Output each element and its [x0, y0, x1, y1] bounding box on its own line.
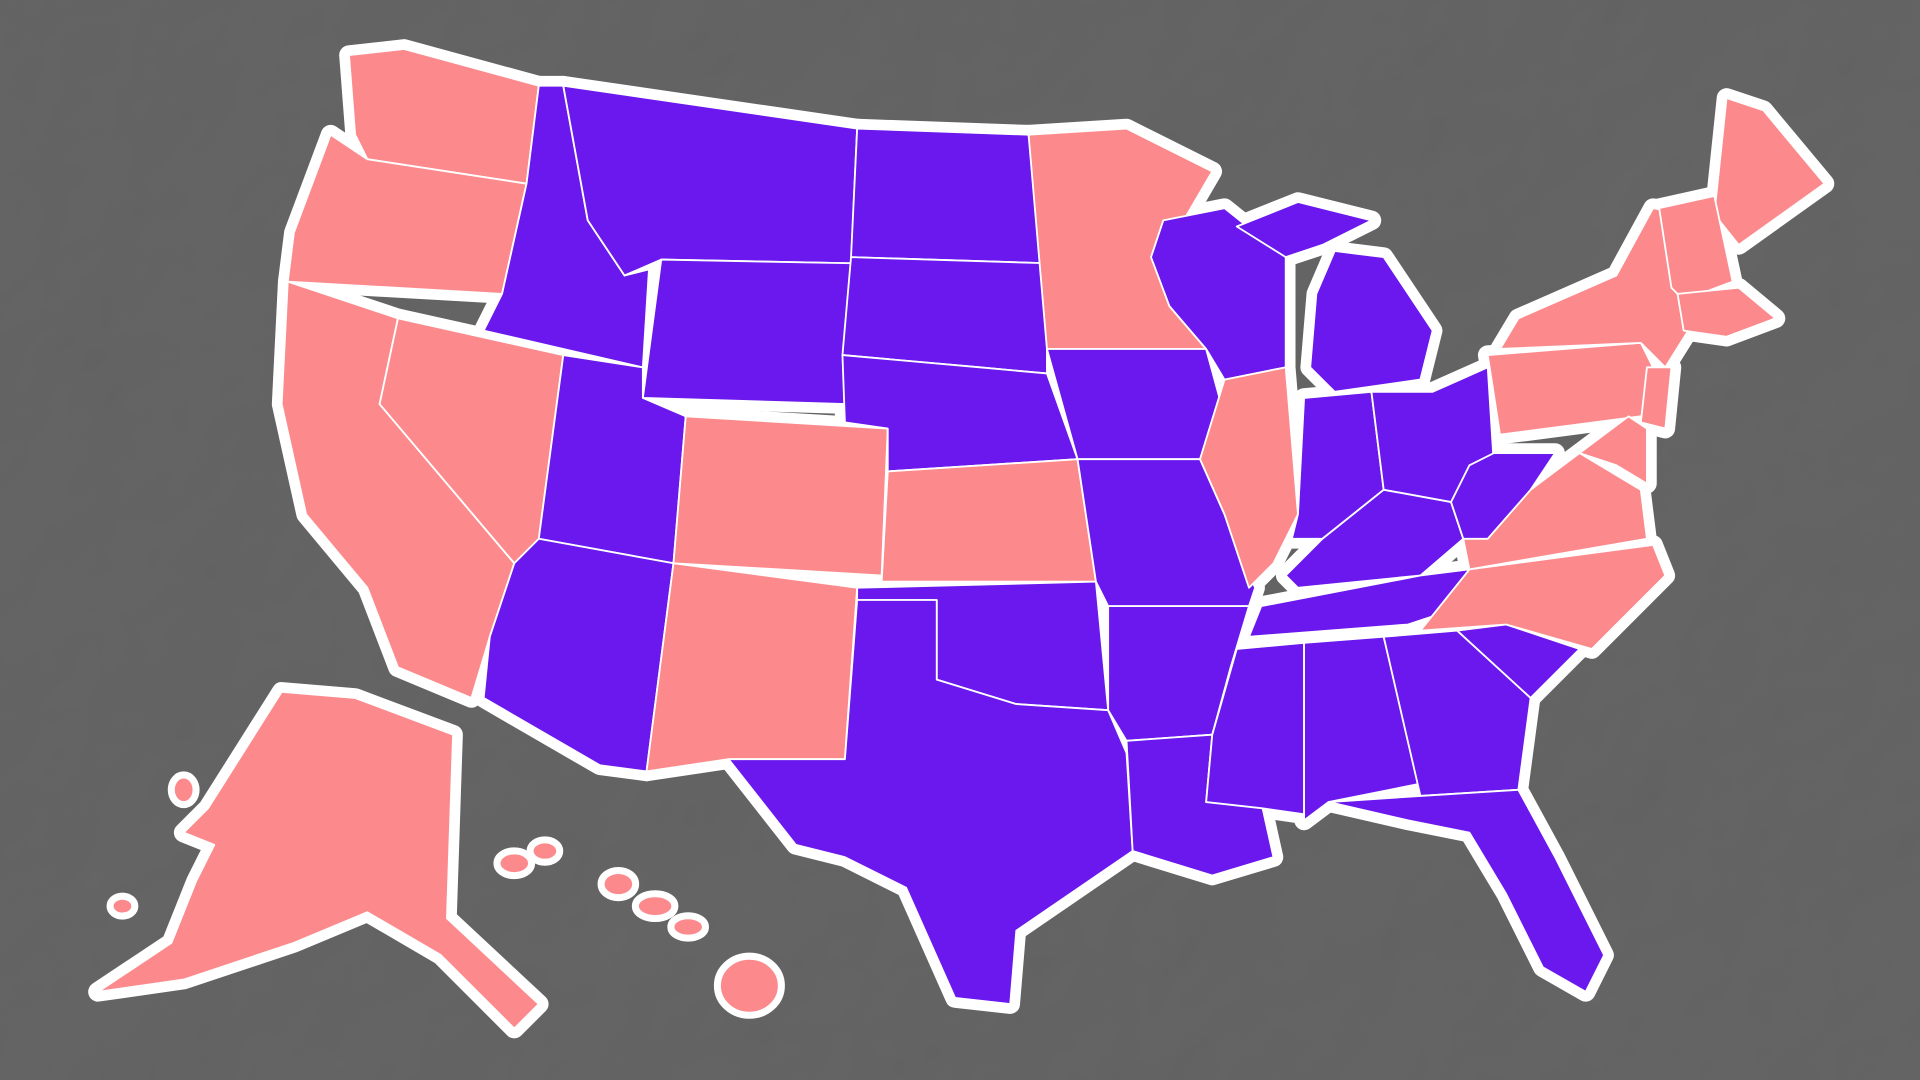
island	[602, 872, 634, 897]
state	[1199, 366, 1299, 589]
island	[498, 852, 530, 874]
state	[1046, 348, 1226, 461]
state	[1382, 629, 1532, 797]
state	[1327, 788, 1605, 993]
island	[111, 897, 134, 915]
state	[880, 458, 1097, 583]
state	[1639, 366, 1673, 430]
state	[645, 562, 859, 773]
state	[1309, 250, 1434, 393]
state	[841, 256, 1048, 375]
state	[1713, 97, 1826, 246]
state	[1235, 201, 1373, 259]
state	[850, 127, 1048, 265]
island	[172, 776, 195, 803]
state	[672, 415, 889, 577]
state	[641, 258, 852, 405]
states	[97, 48, 1826, 1030]
island	[719, 957, 780, 1014]
state	[1578, 415, 1648, 485]
state	[97, 690, 540, 1030]
island	[531, 841, 559, 861]
state	[1303, 635, 1422, 822]
island	[637, 895, 674, 917]
state	[727, 599, 1134, 1005]
state	[1450, 452, 1557, 540]
state	[1676, 286, 1777, 338]
island	[672, 917, 704, 937]
